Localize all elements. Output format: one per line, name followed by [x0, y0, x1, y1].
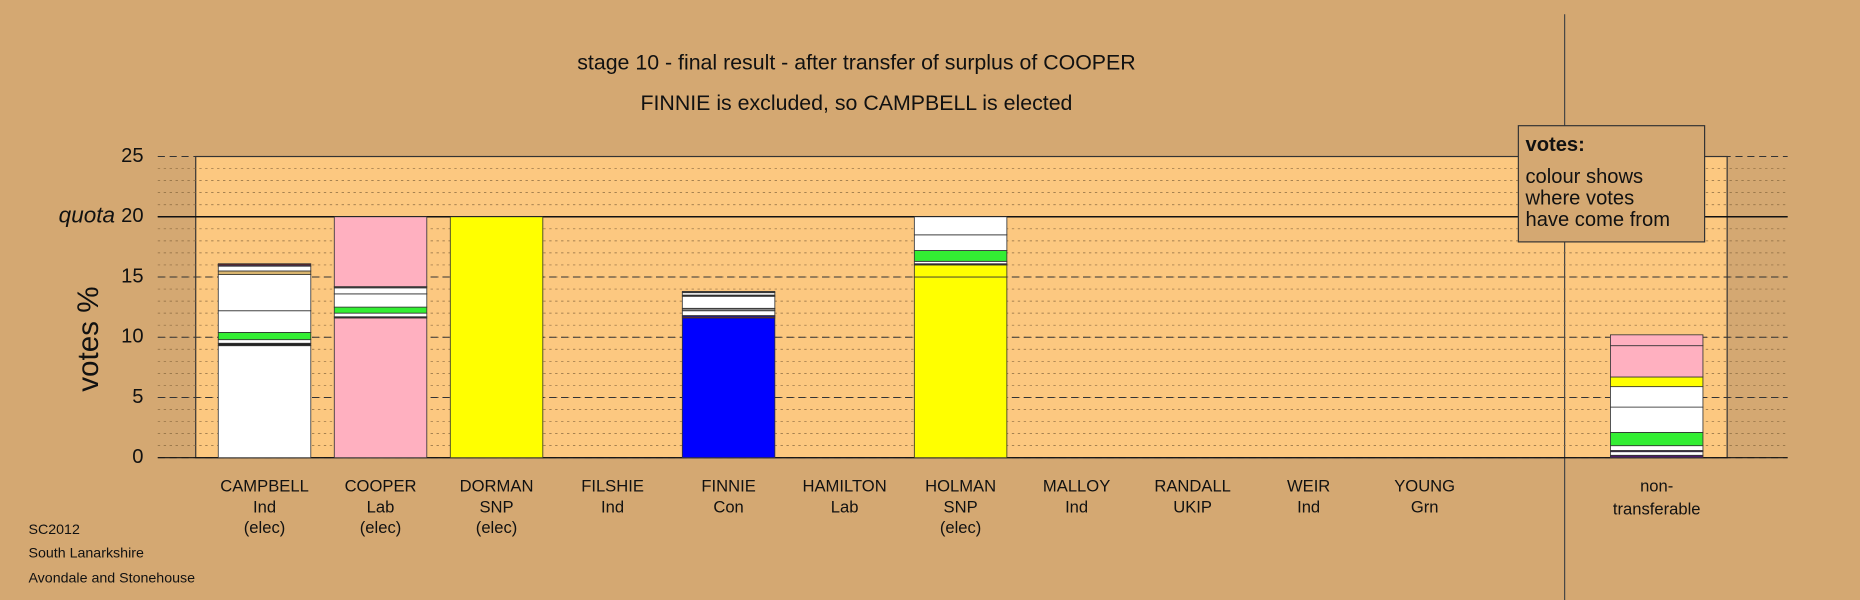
y-tick-label: 20 — [121, 205, 143, 227]
y-tick-label: 5 — [132, 386, 143, 408]
bar-segment — [913, 216, 1008, 236]
bar-segment — [333, 287, 428, 295]
x-tick-label: YOUNG — [1394, 477, 1455, 496]
bar-segment — [217, 345, 312, 459]
x-tick-label: (elec) — [476, 518, 518, 537]
bar-segment — [333, 216, 428, 288]
y-tick-label: 25 — [121, 145, 143, 167]
bar-segment — [333, 312, 428, 318]
bar-segment — [913, 250, 1008, 262]
x-tick-label: WEIR — [1287, 477, 1330, 496]
x-tick-label: RANDALL — [1154, 477, 1231, 496]
bar-segment — [681, 317, 776, 459]
x-tick-label: FILSHIE — [581, 477, 644, 496]
bar-segment — [913, 264, 1008, 278]
bar-segment — [1610, 406, 1704, 433]
bar-segment — [1610, 431, 1704, 447]
bar-segment — [1610, 345, 1704, 378]
bar-segment — [1610, 451, 1704, 456]
bar-segment — [217, 339, 312, 344]
bar-segment — [1610, 386, 1704, 408]
x-tick-label: Ind — [601, 497, 624, 516]
x-tick-label: (elec) — [360, 518, 402, 537]
chart-subtitle: FINNIE is excluded, so CAMPBELL is elect… — [640, 91, 1072, 115]
x-tick-label: Grn — [1411, 497, 1439, 516]
bar-segment — [333, 306, 428, 314]
bar-segment — [217, 265, 312, 272]
x-tick-label: Ind — [253, 497, 276, 516]
x-tick-label: SNP — [944, 497, 978, 516]
bar-segment — [913, 276, 1008, 459]
bar-segment — [217, 274, 312, 312]
x-tick-label: Lab — [831, 497, 859, 516]
footnote: South Lanarkshire — [28, 546, 144, 562]
chart-title: stage 10 - final result - after transfer… — [577, 51, 1135, 75]
x-tick-label: UKIP — [1173, 497, 1212, 516]
x-tick-label: MALLOY — [1043, 477, 1110, 496]
bar-segment — [681, 291, 776, 294]
x-tick-label: DORMAN — [460, 477, 534, 496]
bar-segment — [217, 310, 312, 333]
x-tick-label: Lab — [367, 497, 395, 516]
x-tick-label: CAMPBELL — [220, 477, 309, 496]
x-tick-label: HAMILTON — [802, 477, 886, 496]
bar-segment — [681, 310, 776, 316]
bar-segment — [1610, 334, 1704, 347]
quota-label: quota — [59, 203, 115, 228]
legend-title: votes: — [1525, 134, 1584, 156]
x-tick-label: (elec) — [940, 518, 982, 537]
x-tick-label: COOPER — [345, 477, 417, 496]
x-tick-label: transferable — [1613, 499, 1701, 518]
footnote: Avondale and Stonehouse — [28, 570, 195, 586]
bar-segment — [333, 293, 428, 308]
legend: votes: colour shows where votes have com… — [1517, 125, 1706, 243]
x-tick-label: Con — [713, 497, 743, 516]
x-tick-label: non- — [1640, 477, 1673, 496]
bars: CAMPBELLInd(elec)COOPERLab(elec)DORMANSN… — [217, 216, 1704, 537]
bar-segment — [217, 263, 312, 266]
bar-segment — [217, 331, 312, 341]
x-tick-label: HOLMAN — [925, 477, 996, 496]
x-tick-label: (elec) — [244, 518, 286, 537]
x-tick-label: Ind — [1297, 497, 1320, 516]
legend-text: colour shows — [1525, 166, 1643, 188]
x-tick-label: FINNIE — [701, 477, 755, 496]
x-tick-label: Ind — [1065, 497, 1088, 516]
bar-segment — [913, 234, 1008, 251]
legend-box — [1517, 125, 1706, 243]
bar-segment — [1610, 376, 1704, 388]
y-tick-label: 10 — [121, 326, 143, 348]
legend-text: have come from — [1525, 209, 1670, 231]
bar-segment — [681, 295, 776, 309]
bar-segment — [217, 270, 312, 276]
y-axis-label: votes % — [72, 286, 105, 391]
x-tick-label: SNP — [479, 497, 513, 516]
bar-segment — [1610, 445, 1704, 451]
bar-segment — [333, 317, 428, 459]
bar-segment — [449, 216, 544, 459]
legend-text: where votes — [1524, 188, 1634, 210]
y-tick-label: 15 — [121, 265, 143, 287]
footnote: SC2012 — [28, 522, 79, 538]
y-tick-label: 0 — [132, 446, 143, 468]
